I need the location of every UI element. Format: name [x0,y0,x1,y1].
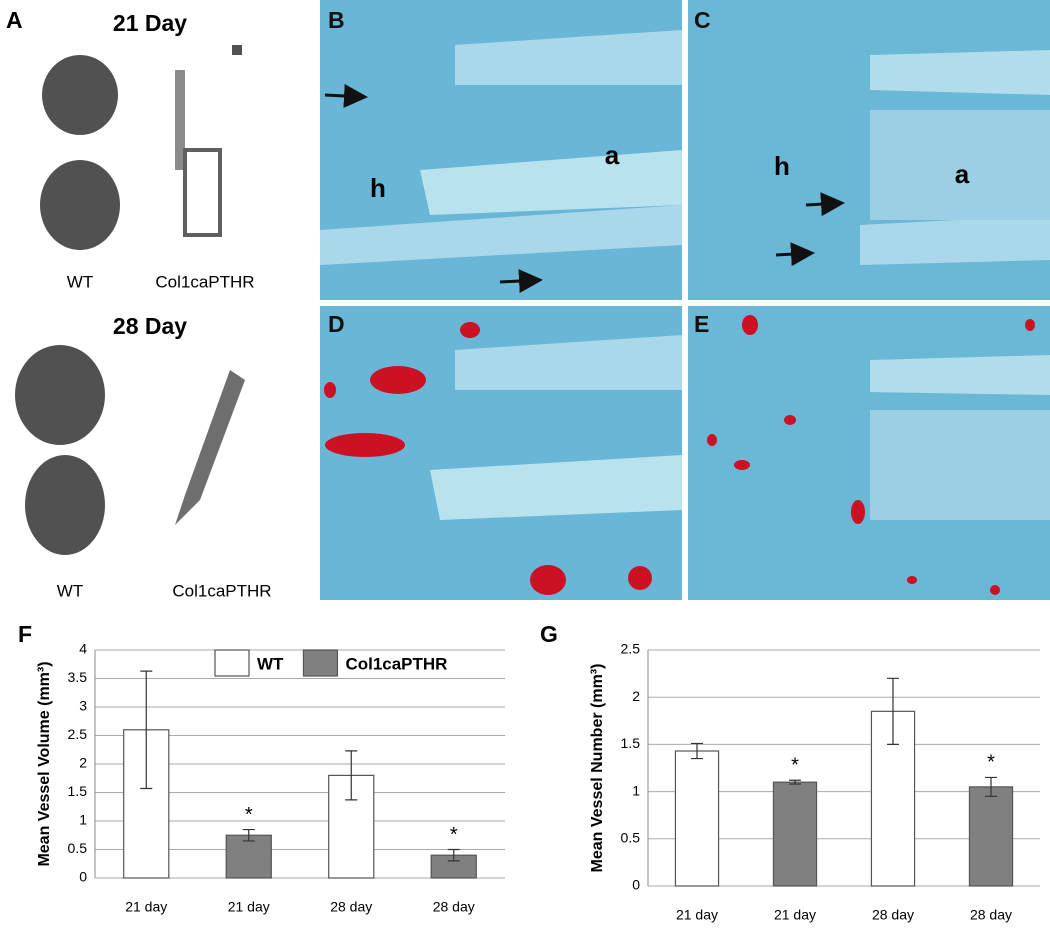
error-bar [985,776,997,797]
group-title: 28 Day [113,313,187,339]
panel-label: B [328,7,345,33]
legend-swatch [302,649,339,677]
panel-label: C [694,7,711,33]
y-tick-label: 0 [79,869,87,885]
legend-label: Col1caPTHR [345,654,447,673]
bar [968,786,1014,887]
micrograph-b: B h a [320,0,682,300]
significance-mark: * [450,824,458,846]
x-tick-label: 21 day [774,907,816,923]
error-bar [242,828,255,842]
y-tick-label: 1 [632,782,640,798]
x-tick-label: 21 day [125,899,167,915]
panel-label: F [18,621,32,647]
y-tick-label: 1 [79,812,87,828]
group-label: WT [57,581,83,600]
annotation: h [774,151,790,181]
y-axis-label: Mean Vessel Volume (mm³) [36,661,53,866]
panel-label: G [540,621,558,647]
y-axis-label: Mean Vessel Number (mm³) [589,664,606,873]
y-tick-label: 3.5 [68,669,88,685]
x-tick-label: 28 day [970,907,1012,923]
y-tick-label: 2 [632,688,640,704]
x-tick-label: 28 day [872,907,914,923]
x-tick-label: 21 day [228,899,270,915]
error-bar [691,742,703,760]
panel-a: A 21 Day WT Col1caPTHR 28 Day WT Col1caP… [6,7,272,600]
y-tick-label: 4 [79,641,87,657]
group-label: Col1caPTHR [172,581,271,600]
micrograph-c: C h a [688,0,1050,300]
error-bar [140,670,153,790]
panel-label: A [6,7,23,33]
error-bar [345,750,358,801]
y-tick-label: 0 [632,877,640,893]
legend-label: WT [257,654,284,673]
legend-swatch [214,649,250,677]
y-tick-label: 3 [79,698,87,714]
group-label: WT [67,272,93,291]
micrograph-e: E [688,306,1050,600]
y-tick-label: 0.5 [68,840,88,856]
error-bar [789,779,801,785]
group-label: Col1caPTHR [155,272,254,291]
y-tick-label: 2 [79,755,87,771]
scan-image [40,45,242,250]
panel-label: D [328,311,345,337]
error-bar [887,677,899,745]
y-tick-label: 1.5 [68,783,88,799]
bar [674,750,720,887]
significance-mark: * [791,755,799,777]
annotation: h [370,173,386,203]
panel-label: E [694,311,709,337]
significance-mark: * [987,752,995,774]
group-title: 21 Day [113,10,187,36]
significance-mark: * [245,804,253,826]
x-tick-label: 28 day [433,899,475,915]
y-tick-label: 1.5 [621,735,641,751]
bar [225,834,272,879]
y-tick-label: 2.5 [68,726,88,742]
annotation: a [955,159,970,189]
scan-image [15,345,245,555]
x-tick-label: 21 day [676,907,718,923]
y-tick-label: 0.5 [621,830,641,846]
error-bar [447,848,460,862]
annotation: a [605,140,620,170]
y-tick-label: 2.5 [621,641,641,657]
x-tick-label: 28 day [330,899,372,915]
micrograph-d: D [320,306,682,600]
bar [772,781,818,887]
